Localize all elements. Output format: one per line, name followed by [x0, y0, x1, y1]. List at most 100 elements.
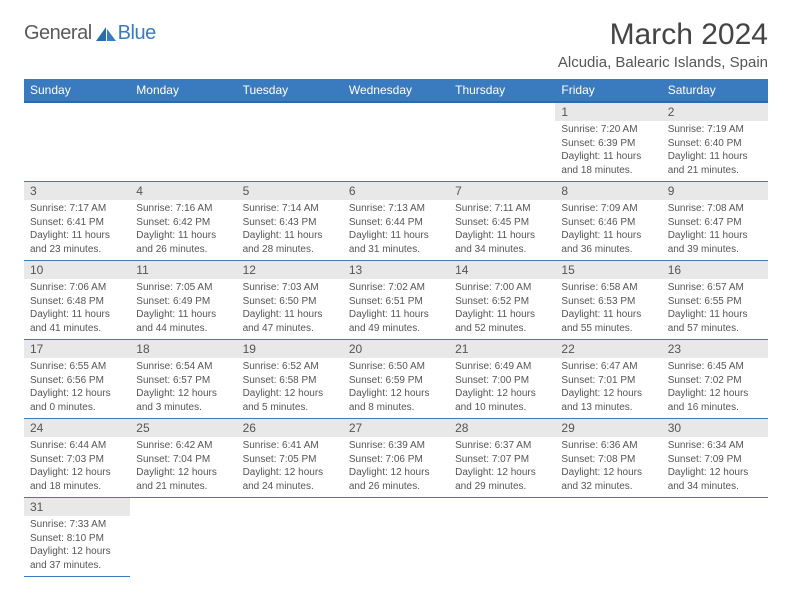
daylight-text: Daylight: 11 hours and 41 minutes.	[30, 308, 124, 335]
sunrise-text: Sunrise: 6:50 AM	[349, 360, 443, 374]
day-number: 18	[130, 340, 236, 358]
calendar-cell: 13Sunrise: 7:02 AMSunset: 6:51 PMDayligh…	[343, 261, 449, 340]
calendar-cell: 24Sunrise: 6:44 AMSunset: 7:03 PMDayligh…	[24, 419, 130, 498]
daylight-text: Daylight: 12 hours and 18 minutes.	[30, 466, 124, 493]
day-data: Sunrise: 7:33 AMSunset: 8:10 PMDaylight:…	[24, 516, 130, 576]
daylight-text: Daylight: 11 hours and 49 minutes.	[349, 308, 443, 335]
day-number: 4	[130, 182, 236, 200]
daylight-text: Daylight: 11 hours and 47 minutes.	[243, 308, 337, 335]
day-data: Sunrise: 6:34 AMSunset: 7:09 PMDaylight:…	[662, 437, 768, 497]
sunset-text: Sunset: 6:43 PM	[243, 216, 337, 230]
day-data: Sunrise: 6:36 AMSunset: 7:08 PMDaylight:…	[555, 437, 661, 497]
calendar-cell	[555, 498, 661, 577]
day-number: 9	[662, 182, 768, 200]
day-data: Sunrise: 6:54 AMSunset: 6:57 PMDaylight:…	[130, 358, 236, 418]
sunset-text: Sunset: 6:55 PM	[668, 295, 762, 309]
calendar-cell: 11Sunrise: 7:05 AMSunset: 6:49 PMDayligh…	[130, 261, 236, 340]
sunset-text: Sunset: 7:08 PM	[561, 453, 655, 467]
sunset-text: Sunset: 6:40 PM	[668, 137, 762, 151]
sail-icon	[94, 25, 118, 43]
day-number: 3	[24, 182, 130, 200]
daylight-text: Daylight: 11 hours and 18 minutes.	[561, 150, 655, 177]
location-subtitle: Alcudia, Balearic Islands, Spain	[558, 54, 768, 71]
daylight-text: Daylight: 11 hours and 34 minutes.	[455, 229, 549, 256]
daylight-text: Daylight: 11 hours and 26 minutes.	[136, 229, 230, 256]
day-number: 12	[237, 261, 343, 279]
sunset-text: Sunset: 6:47 PM	[668, 216, 762, 230]
weekday-header: Monday	[130, 79, 236, 102]
sunset-text: Sunset: 6:58 PM	[243, 374, 337, 388]
weekday-header: Tuesday	[237, 79, 343, 102]
sunrise-text: Sunrise: 7:19 AM	[668, 123, 762, 137]
sunset-text: Sunset: 6:51 PM	[349, 295, 443, 309]
sunset-text: Sunset: 7:03 PM	[30, 453, 124, 467]
day-data: Sunrise: 7:17 AMSunset: 6:41 PMDaylight:…	[24, 200, 130, 260]
sunset-text: Sunset: 6:53 PM	[561, 295, 655, 309]
daylight-text: Daylight: 11 hours and 52 minutes.	[455, 308, 549, 335]
sunset-text: Sunset: 6:46 PM	[561, 216, 655, 230]
sunset-text: Sunset: 6:56 PM	[30, 374, 124, 388]
month-title: March 2024	[558, 18, 768, 52]
calendar-table: SundayMondayTuesdayWednesdayThursdayFrid…	[24, 79, 768, 577]
calendar-cell: 27Sunrise: 6:39 AMSunset: 7:06 PMDayligh…	[343, 419, 449, 498]
calendar-cell	[237, 102, 343, 182]
day-data: Sunrise: 6:37 AMSunset: 7:07 PMDaylight:…	[449, 437, 555, 497]
sunrise-text: Sunrise: 7:05 AM	[136, 281, 230, 295]
day-number: 1	[555, 103, 661, 121]
calendar-cell: 23Sunrise: 6:45 AMSunset: 7:02 PMDayligh…	[662, 340, 768, 419]
calendar-week-row: 1Sunrise: 7:20 AMSunset: 6:39 PMDaylight…	[24, 102, 768, 182]
day-data: Sunrise: 7:00 AMSunset: 6:52 PMDaylight:…	[449, 279, 555, 339]
day-number: 21	[449, 340, 555, 358]
day-number: 2	[662, 103, 768, 121]
day-number: 10	[24, 261, 130, 279]
sunset-text: Sunset: 7:07 PM	[455, 453, 549, 467]
day-data: Sunrise: 6:45 AMSunset: 7:02 PMDaylight:…	[662, 358, 768, 418]
sunrise-text: Sunrise: 7:08 AM	[668, 202, 762, 216]
weekday-header: Saturday	[662, 79, 768, 102]
day-data: Sunrise: 6:44 AMSunset: 7:03 PMDaylight:…	[24, 437, 130, 497]
daylight-text: Daylight: 12 hours and 0 minutes.	[30, 387, 124, 414]
sunset-text: Sunset: 6:42 PM	[136, 216, 230, 230]
daylight-text: Daylight: 12 hours and 26 minutes.	[349, 466, 443, 493]
day-data: Sunrise: 7:02 AMSunset: 6:51 PMDaylight:…	[343, 279, 449, 339]
day-number: 7	[449, 182, 555, 200]
day-number: 24	[24, 419, 130, 437]
calendar-cell: 8Sunrise: 7:09 AMSunset: 6:46 PMDaylight…	[555, 182, 661, 261]
calendar-cell: 25Sunrise: 6:42 AMSunset: 7:04 PMDayligh…	[130, 419, 236, 498]
day-data: Sunrise: 7:09 AMSunset: 6:46 PMDaylight:…	[555, 200, 661, 260]
day-number: 19	[237, 340, 343, 358]
calendar-cell: 29Sunrise: 6:36 AMSunset: 7:08 PMDayligh…	[555, 419, 661, 498]
calendar-cell	[343, 498, 449, 577]
day-number: 25	[130, 419, 236, 437]
calendar-cell: 10Sunrise: 7:06 AMSunset: 6:48 PMDayligh…	[24, 261, 130, 340]
calendar-cell: 4Sunrise: 7:16 AMSunset: 6:42 PMDaylight…	[130, 182, 236, 261]
day-number: 15	[555, 261, 661, 279]
sunset-text: Sunset: 7:01 PM	[561, 374, 655, 388]
day-number: 14	[449, 261, 555, 279]
sunset-text: Sunset: 6:52 PM	[455, 295, 549, 309]
sunrise-text: Sunrise: 6:58 AM	[561, 281, 655, 295]
sunset-text: Sunset: 6:41 PM	[30, 216, 124, 230]
day-number: 27	[343, 419, 449, 437]
sunset-text: Sunset: 6:49 PM	[136, 295, 230, 309]
logo: General Blue	[24, 22, 156, 45]
day-number: 29	[555, 419, 661, 437]
day-data: Sunrise: 6:39 AMSunset: 7:06 PMDaylight:…	[343, 437, 449, 497]
calendar-week-row: 10Sunrise: 7:06 AMSunset: 6:48 PMDayligh…	[24, 261, 768, 340]
calendar-cell: 2Sunrise: 7:19 AMSunset: 6:40 PMDaylight…	[662, 102, 768, 182]
day-data: Sunrise: 6:50 AMSunset: 6:59 PMDaylight:…	[343, 358, 449, 418]
sunrise-text: Sunrise: 7:00 AM	[455, 281, 549, 295]
calendar-cell: 14Sunrise: 7:00 AMSunset: 6:52 PMDayligh…	[449, 261, 555, 340]
day-data: Sunrise: 7:03 AMSunset: 6:50 PMDaylight:…	[237, 279, 343, 339]
sunrise-text: Sunrise: 7:20 AM	[561, 123, 655, 137]
day-number: 26	[237, 419, 343, 437]
calendar-cell: 28Sunrise: 6:37 AMSunset: 7:07 PMDayligh…	[449, 419, 555, 498]
weekday-header: Friday	[555, 79, 661, 102]
day-data: Sunrise: 6:52 AMSunset: 6:58 PMDaylight:…	[237, 358, 343, 418]
daylight-text: Daylight: 11 hours and 23 minutes.	[30, 229, 124, 256]
sunset-text: Sunset: 7:04 PM	[136, 453, 230, 467]
sunrise-text: Sunrise: 6:36 AM	[561, 439, 655, 453]
sunrise-text: Sunrise: 6:44 AM	[30, 439, 124, 453]
day-data: Sunrise: 7:13 AMSunset: 6:44 PMDaylight:…	[343, 200, 449, 260]
calendar-cell: 18Sunrise: 6:54 AMSunset: 6:57 PMDayligh…	[130, 340, 236, 419]
